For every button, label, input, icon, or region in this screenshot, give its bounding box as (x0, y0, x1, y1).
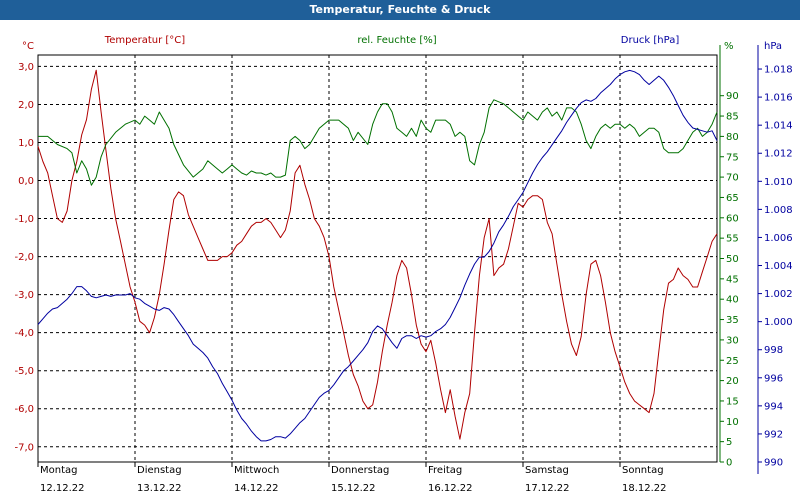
pressure-tick-label: 1.008 (764, 205, 793, 216)
x-date-label: 15.12.22 (331, 483, 376, 494)
humidity-tick-label: 60 (726, 213, 739, 224)
humidity-tick-label: 75 (726, 152, 739, 163)
x-date-label: 18.12.22 (622, 483, 667, 494)
grid (38, 55, 717, 462)
temperature-unit: °C (22, 41, 34, 52)
x-day-label: Mittwoch (234, 465, 279, 476)
humidity-tick-label: 5 (726, 437, 732, 448)
humidity-tick-label: 50 (726, 254, 739, 265)
x-tick-labels: Montag 12.12.22 Dienstag 13.12.22 Mittwoch 14… (40, 465, 667, 494)
pressure-tick-label: 990 (764, 458, 783, 469)
humidity-tick-label: 80 (726, 132, 739, 143)
x-day-label: Dienstag (137, 465, 182, 476)
temperature-tick-label: -4,0 (14, 328, 34, 339)
axis-headers: °C% hPa Temperatur [°C] rel. Feuchte [%] Dru… (22, 35, 782, 52)
plot-frame (37, 54, 718, 463)
temperature-tick-label: 0,0 (18, 176, 34, 187)
humidity-tick-label: 70 (726, 173, 739, 184)
temperature-tick-label: -7,0 (14, 442, 34, 453)
temperature-tick-label: -5,0 (14, 366, 34, 377)
pressure-tick-label: 1.010 (764, 177, 793, 188)
chart-canvas: 3,0 2,0 1,0 0,0 -1,0 -2,0 -3,0 -4,0 -5,0 -6,0 -7,0… (14, 35, 792, 494)
temperature-tick-label: -3,0 (14, 290, 34, 301)
pressure-tick-label: 992 (764, 429, 783, 440)
pressure-tick-label: 1.012 (764, 149, 793, 160)
humidity-unit: % (724, 41, 734, 52)
x-day-label: Samstag (525, 465, 569, 476)
temperature-tick-label: -1,0 (14, 214, 34, 225)
x-day-label: Freitag (428, 465, 462, 476)
pressure-tick-label: 1.016 (764, 93, 793, 104)
pressure-tick-label: 996 (764, 373, 783, 384)
pressure-tick-label: 1.004 (764, 261, 793, 272)
pressure-tick-label: 998 (764, 345, 783, 356)
axes (37, 45, 762, 474)
humidity-tick-label: 10 (726, 417, 739, 428)
humidity-tick-label: 90 (726, 91, 739, 102)
humidity-tick-label: 0 (726, 458, 732, 469)
temperature-tick-label: 1,0 (18, 138, 34, 149)
x-day-label: Donnerstag (331, 465, 389, 476)
x-date-label: 17.12.22 (525, 483, 570, 494)
pressure-axis-title: Druck [hPa] (621, 35, 680, 46)
temperature-tick-label: -2,0 (14, 252, 34, 263)
humidity-tick-label: 15 (726, 396, 739, 407)
humidity-tick-label: 20 (726, 376, 739, 387)
humidity-tick-label: 25 (726, 356, 739, 367)
temperature-axis-title: Temperatur [°C] (104, 35, 185, 46)
pressure-tick-label: 1.014 (764, 121, 793, 132)
series-lines (37, 69, 718, 442)
pressure-unit: hPa (764, 41, 782, 52)
tick-labels: 3,0 2,0 1,0 0,0 -1,0 -2,0 -3,0 -4,0 -5,0 -6,0 -7,0… (14, 62, 792, 469)
humidity-tick-label: 30 (726, 335, 739, 346)
x-day-label: Sonntag (622, 465, 664, 476)
humidity-tick-label: 35 (726, 315, 739, 326)
pressure-tick-label: 1.006 (764, 233, 793, 244)
humidity-tick-label: 45 (726, 274, 739, 285)
x-date-label: 12.12.22 (40, 483, 85, 494)
pressure-series-line (37, 69, 718, 442)
humidity-tick-label: 40 (726, 295, 739, 306)
humidity-series-line (38, 99, 718, 186)
pressure-tick-label: 1.002 (764, 289, 793, 300)
chart-title: Temperatur, Feuchte & Druck (0, 0, 800, 20)
x-date-label: 13.12.22 (137, 483, 182, 494)
humidity-tick-label: 65 (726, 193, 739, 204)
x-date-label: 16.12.22 (428, 483, 473, 494)
temperature-series-line (37, 69, 718, 440)
pressure-tick-label: 1.000 (764, 317, 793, 328)
humidity-axis-title: rel. Feuchte [%] (357, 35, 436, 46)
temperature-tick-label: 2,0 (18, 100, 34, 111)
temperature-tick-label: -6,0 (14, 404, 34, 415)
temperature-tick-label: 3,0 (18, 62, 34, 73)
pressure-tick-label: 994 (764, 401, 783, 412)
x-date-label: 14.12.22 (234, 483, 279, 494)
humidity-tick-label: 55 (726, 234, 739, 245)
pressure-tick-label: 1.018 (764, 65, 793, 76)
humidity-tick-label: 85 (726, 112, 739, 123)
x-day-label: Montag (40, 465, 77, 476)
